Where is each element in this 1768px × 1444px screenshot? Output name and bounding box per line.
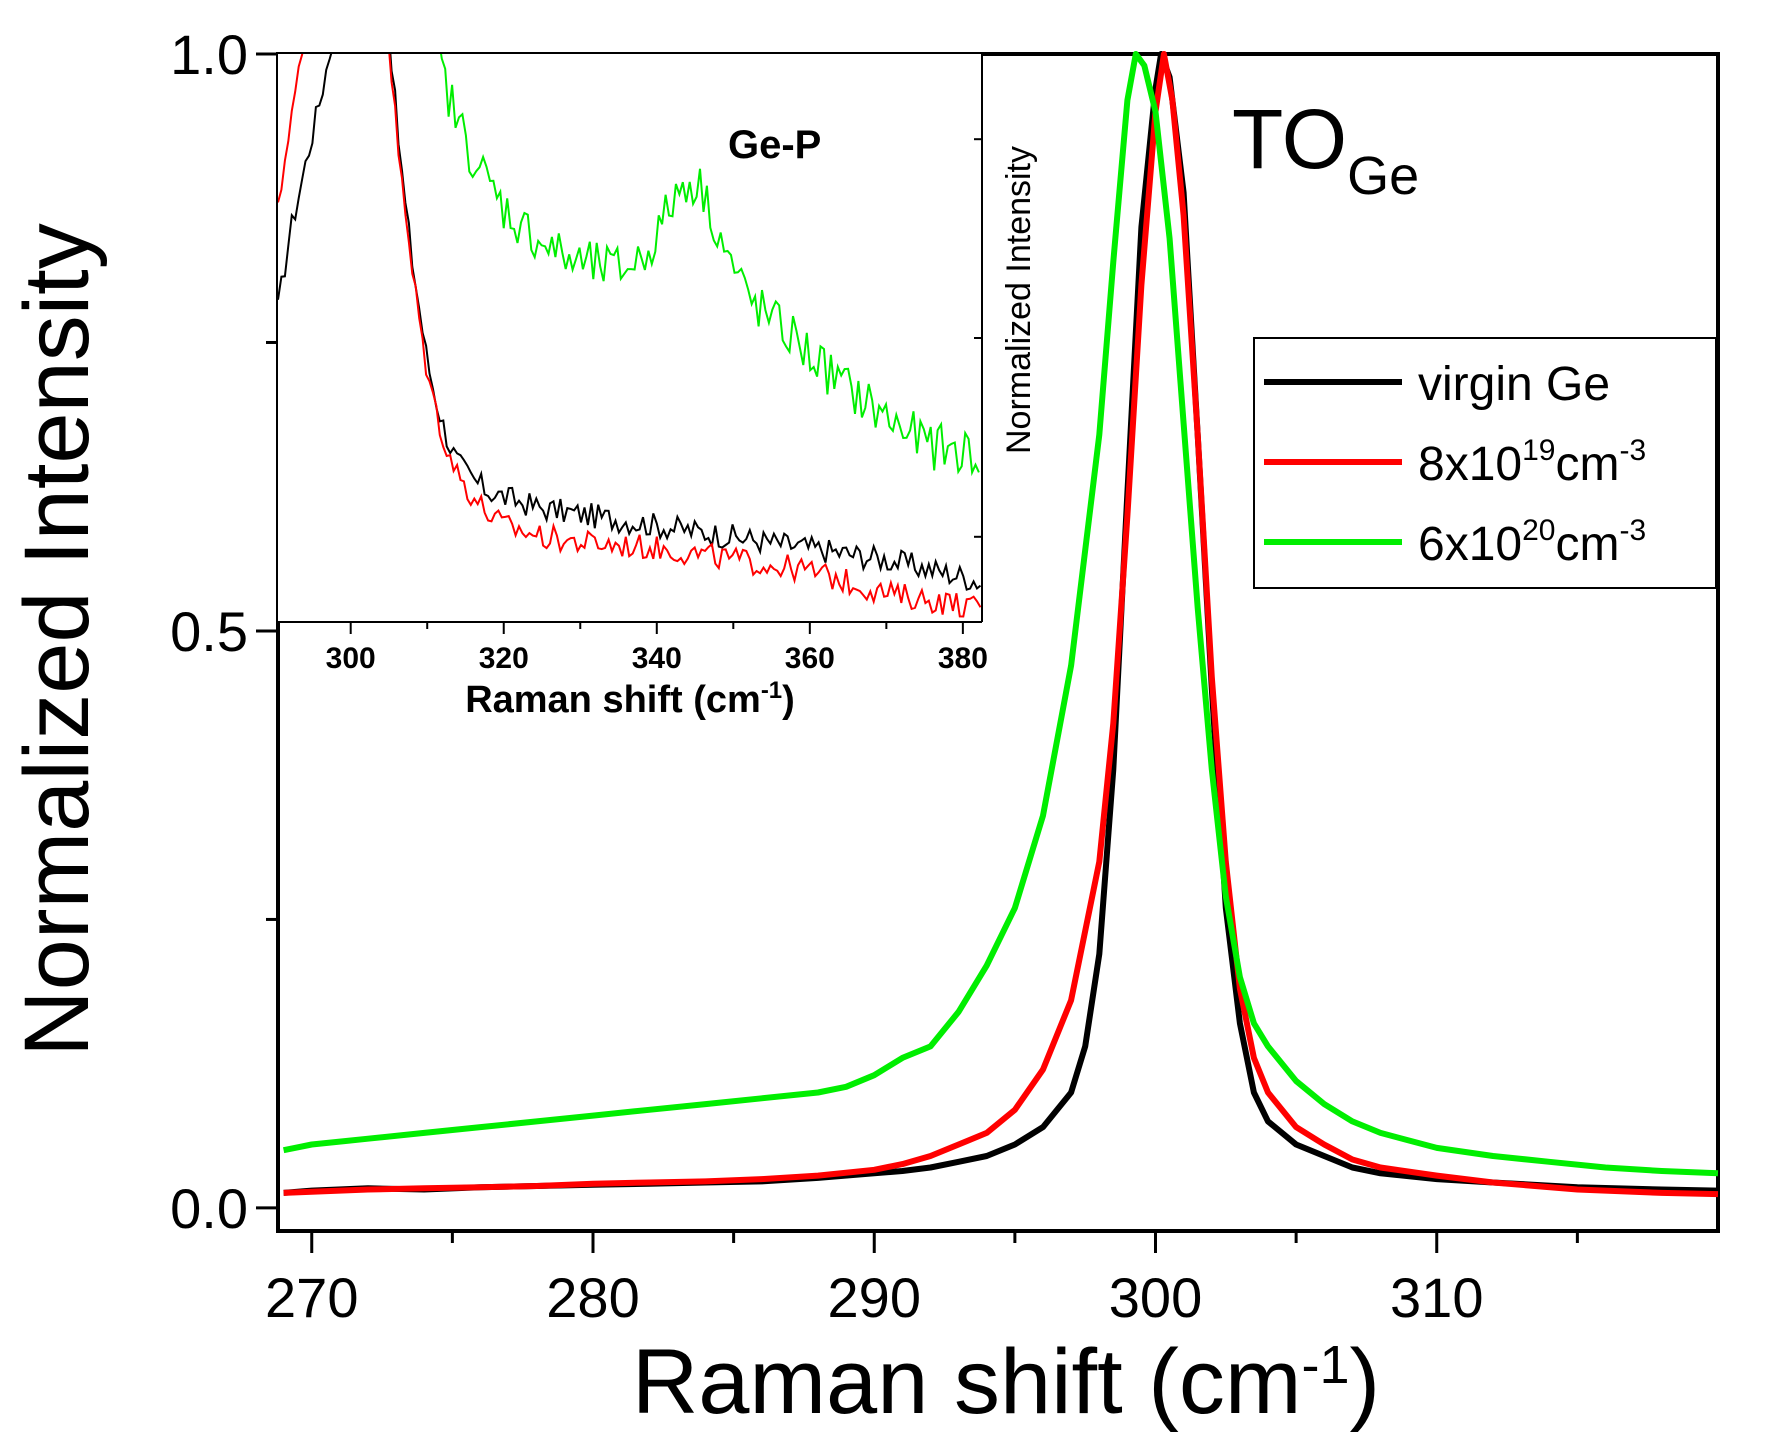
inset-annotation: Ge-P [728,123,821,167]
legend: virgin Ge 8x1019cm-3 6x1020cm-3 [1253,337,1717,589]
inset-ticks-group: 300 320 340 360 380 [326,138,988,675]
main-x-tick-label: 310 [1390,1266,1483,1329]
peak-annotation: TOGe [1232,92,1419,206]
legend-label-virgin: virgin Ge [1418,358,1610,411]
inset-x-tick-label: 360 [785,642,835,675]
legend-label-6e20-unit: cm [1555,518,1619,571]
inset-series-line-2 [440,54,980,477]
inset-series-line-1 [278,54,982,618]
inset-x-tick-label: 380 [938,642,988,675]
legend-label-6e20-base: 6x10 [1418,518,1522,571]
legend-label-virgin-text: virgin Ge [1418,358,1610,411]
legend-label-8e19-exp: 19 [1522,434,1555,467]
inset-x-tick-label: 300 [326,642,376,675]
peak-annotation-sub: Ge [1347,146,1419,206]
inset-x-axis-title-close: ) [782,679,795,721]
inset-x-axis-title-sup: -1 [761,677,782,704]
main-x-axis-title-text: Raman shift (cm [632,1331,1302,1433]
peak-annotation-main: TO [1232,92,1347,186]
inset-x-axis-title: Raman shift (cm-1) [465,677,795,721]
inset-x-tick-label: 320 [479,642,529,675]
legend-label-8e19-unit: cm [1555,438,1619,491]
legend-label-6e20-unit-exp: -3 [1619,514,1646,547]
inset-series-group [278,54,982,618]
legend-label-8e19-unit-exp: -3 [1619,434,1646,467]
main-series-line-2 [283,51,1719,1177]
main-y-tick-label: 0.5 [170,600,248,663]
main-x-axis-title-close: ) [1350,1331,1381,1433]
main-y-axis-title: Normalized Intensity [6,223,108,1056]
main-series-line-1 [283,51,1719,1198]
main-x-axis-title: Raman shift (cm-1) [632,1331,1380,1433]
main-plot-frame [276,52,1720,1233]
main-series-group [283,51,1719,1198]
main-x-tick-label: 290 [828,1266,921,1329]
inset-x-axis-title-text: Raman shift (cm [465,679,761,721]
inset-x-tick-label: 340 [632,642,682,675]
legend-label-6e20: 6x1020cm-3 [1418,514,1646,571]
main-x-tick-label: 270 [265,1266,358,1329]
main-ticks-group: 270 280 290 300 310 0.0 0.5 1.0 [170,23,1579,1329]
legend-label-6e20-exp: 20 [1522,514,1555,547]
inset-y-axis-title: Normalized Intensity [1000,146,1038,454]
main-y-tick-label: 0.0 [170,1177,248,1240]
main-x-tick-label: 300 [1109,1266,1202,1329]
legend-label-8e19-base: 8x10 [1418,438,1522,491]
inset-chart: 300 320 340 360 380 Ge-P Raman shift (cm-1) … [278,54,1038,721]
legend-label-8e19: 8x1019cm-3 [1418,434,1646,491]
inset-plot-bg [278,54,982,622]
main-y-tick-label: 1.0 [170,23,248,86]
main-x-tick-label: 280 [546,1266,639,1329]
main-x-axis-title-sup: -1 [1302,1335,1350,1395]
inset-series-line-0 [278,54,982,591]
